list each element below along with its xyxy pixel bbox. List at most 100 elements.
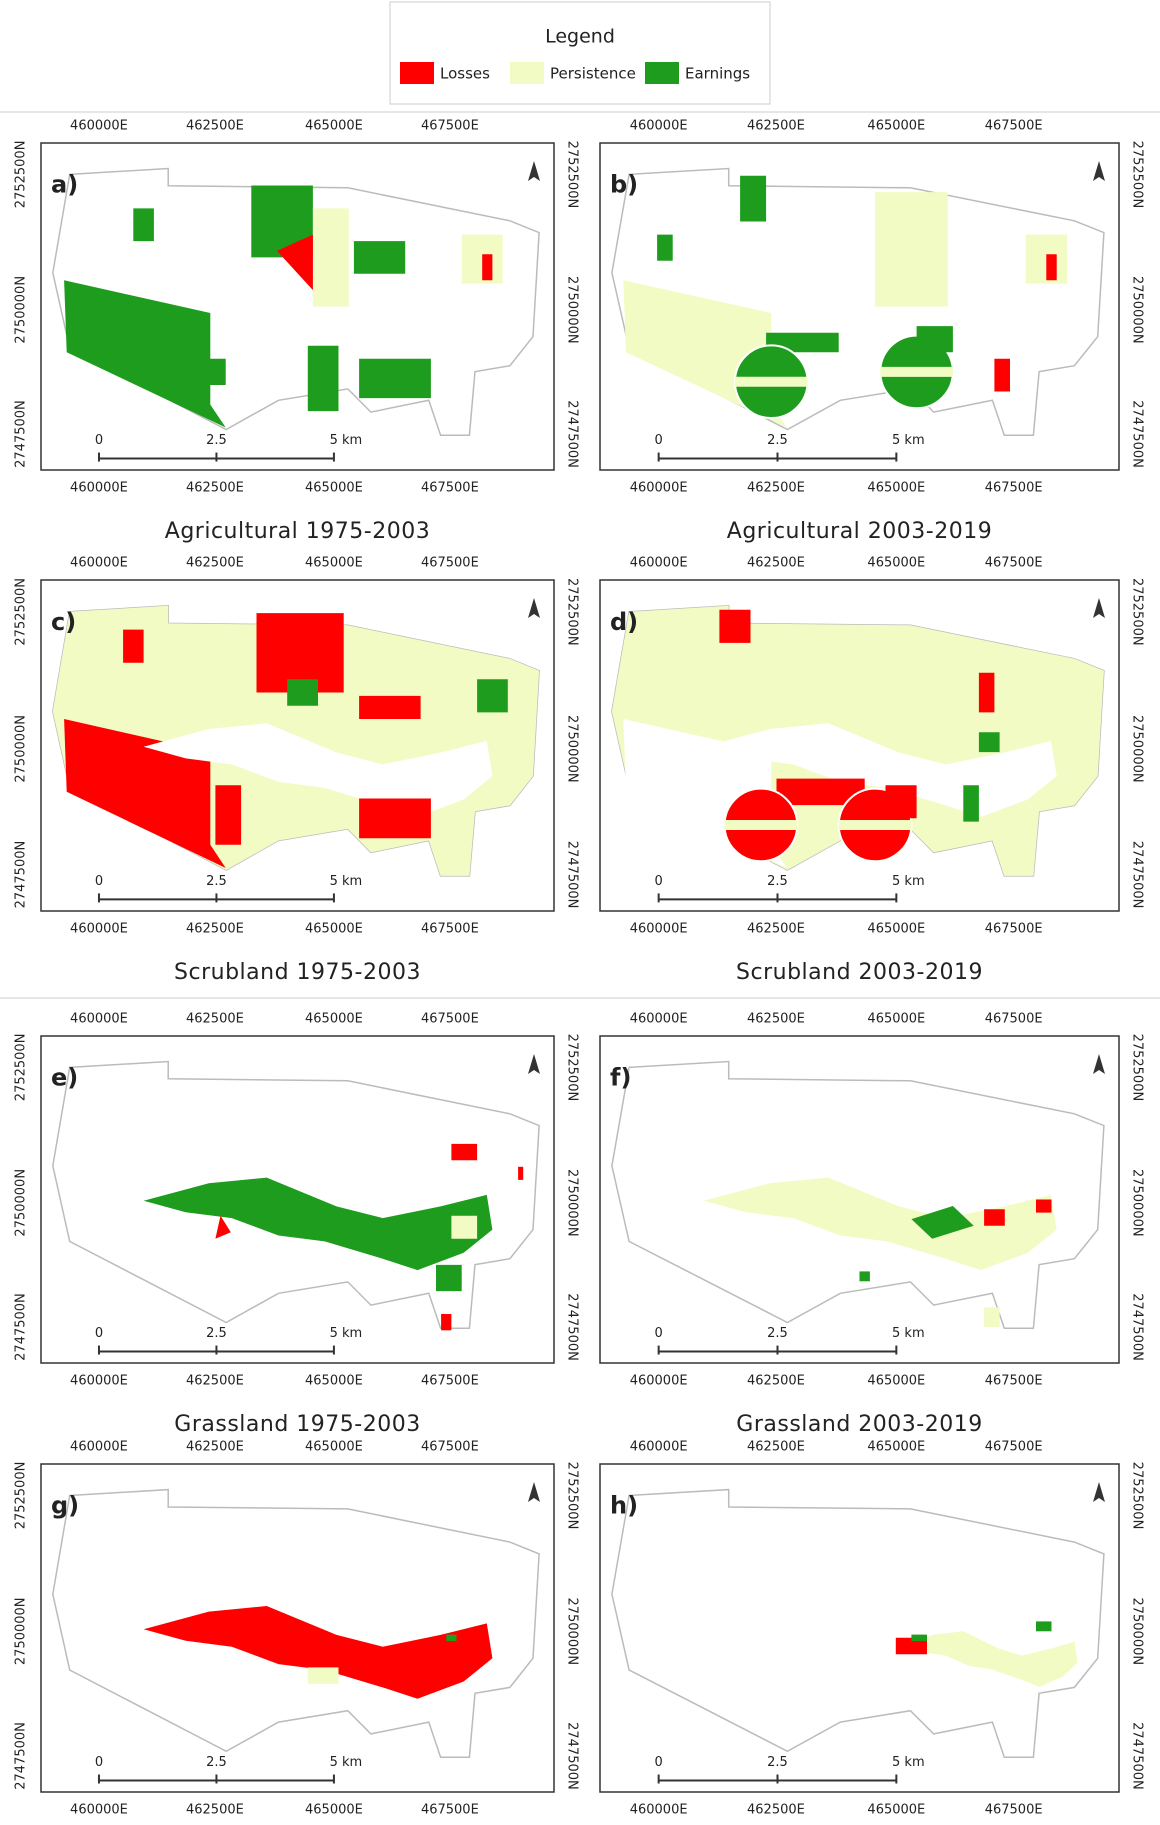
y-coord-label: 2747500N — [565, 400, 580, 468]
x-coord-label: 465000E — [867, 1803, 925, 1818]
land-patch — [886, 785, 917, 818]
land-patch — [740, 176, 766, 222]
scale-label: 5 km — [892, 433, 925, 448]
panel-letter: c) — [51, 608, 76, 636]
x-coord-label: 462500E — [747, 1374, 805, 1389]
map-panel: a)460000E460000E462500E462500E465000E465… — [14, 119, 580, 545]
scale-label: 2.5 — [206, 433, 227, 448]
x-coord-label: 460000E — [630, 1440, 688, 1455]
y-coord-label: 2750000N — [1130, 1169, 1145, 1237]
x-coord-label: 465000E — [867, 1440, 925, 1455]
x-coord-label: 465000E — [867, 119, 925, 134]
scale-label: 5 km — [892, 874, 925, 889]
x-coord-label: 465000E — [305, 1803, 363, 1818]
x-coord-label: 462500E — [747, 1440, 805, 1455]
y-coord-label: 2747500N — [14, 1293, 29, 1361]
land-patch — [441, 1314, 451, 1330]
scale-label: 5 km — [892, 1755, 925, 1770]
y-coord-label: 2752500N — [565, 1034, 580, 1102]
map-panel: b)460000E460000E462500E462500E465000E465… — [600, 119, 1145, 545]
y-coord-label: 2752500N — [1130, 1034, 1145, 1102]
y-coord-label: 2750000N — [1130, 1597, 1145, 1665]
north-arrow — [528, 1054, 540, 1074]
y-coord-label: 2752500N — [1130, 1462, 1145, 1530]
x-coord-label: 467500E — [985, 481, 1043, 496]
x-coord-label: 467500E — [421, 922, 479, 937]
x-coord-label: 460000E — [70, 1440, 128, 1455]
scale-label: 2.5 — [206, 1326, 227, 1341]
land-patch — [979, 732, 1000, 752]
north-arrow — [1093, 598, 1105, 618]
x-coord-label: 462500E — [747, 119, 805, 134]
scale-label: 5 km — [330, 1326, 363, 1341]
x-coord-label: 462500E — [186, 1803, 244, 1818]
land-patch — [205, 359, 226, 385]
scale-label: 2.5 — [767, 1755, 788, 1770]
x-coord-label: 462500E — [186, 119, 244, 134]
panel-caption: Scrubland 1975-2003 — [174, 960, 421, 985]
x-coord-label: 462500E — [747, 556, 805, 571]
scale-label: 0 — [95, 433, 103, 448]
y-coord-label: 2750000N — [14, 1597, 29, 1665]
x-coord-label: 467500E — [421, 1012, 479, 1027]
x-coord-label: 460000E — [70, 556, 128, 571]
x-coord-label: 460000E — [630, 556, 688, 571]
y-coord-label: 2747500N — [565, 1722, 580, 1790]
x-coord-label: 467500E — [421, 556, 479, 571]
y-coord-label: 2750000N — [1130, 715, 1145, 783]
land-patch — [875, 192, 948, 306]
y-coord-label: 2750000N — [14, 1169, 29, 1237]
legend-swatch — [510, 62, 544, 84]
x-coord-label: 467500E — [985, 1012, 1043, 1027]
land-patch — [1036, 1621, 1052, 1631]
x-coord-label: 460000E — [630, 1803, 688, 1818]
panel-caption: Grassland 2003-2019 — [736, 1412, 982, 1437]
study-area — [612, 1490, 1104, 1758]
north-arrow — [1093, 161, 1105, 181]
page: Legend LossesPersistenceEarningsa)460000… — [0, 0, 1160, 1825]
y-coord-label: 2747500N — [14, 841, 29, 909]
x-coord-label: 462500E — [186, 481, 244, 496]
north-arrow — [1093, 1054, 1105, 1074]
y-coord-label: 2747500N — [1130, 1293, 1145, 1361]
land-patch — [984, 1209, 1005, 1225]
land-patch — [482, 254, 492, 280]
y-coord-label: 2747500N — [14, 400, 29, 468]
x-coord-label: 460000E — [70, 1012, 128, 1027]
land-patch — [984, 1307, 1000, 1327]
x-coord-label: 465000E — [867, 1012, 925, 1027]
x-coord-label: 465000E — [305, 922, 363, 937]
y-coord-label: 2750000N — [565, 276, 580, 344]
legend-title: Legend — [545, 26, 615, 48]
land-patch — [287, 679, 318, 706]
x-coord-label: 462500E — [747, 481, 805, 496]
x-coord-label: 460000E — [630, 1374, 688, 1389]
land-patch — [123, 630, 144, 663]
x-coord-label: 465000E — [305, 1374, 363, 1389]
land-patch — [719, 610, 750, 643]
x-coord-label: 467500E — [985, 922, 1043, 937]
x-coord-label: 460000E — [70, 922, 128, 937]
x-coord-label: 467500E — [985, 1803, 1043, 1818]
x-coord-label: 467500E — [421, 1803, 479, 1818]
map-panel: h)460000E460000E462500E462500E465000E465… — [600, 1440, 1145, 1818]
x-coord-label: 462500E — [186, 1440, 244, 1455]
y-coord-label: 2752500N — [14, 578, 29, 646]
x-coord-label: 465000E — [305, 481, 363, 496]
land-patch — [133, 208, 154, 241]
panel-letter: f) — [610, 1064, 631, 1092]
north-arrow — [528, 161, 540, 181]
x-coord-label: 460000E — [70, 1374, 128, 1389]
scale-label: 5 km — [330, 1755, 363, 1770]
y-coord-label: 2750000N — [14, 276, 29, 344]
land-patch — [215, 785, 241, 845]
x-coord-label: 465000E — [867, 481, 925, 496]
x-coord-label: 467500E — [421, 1440, 479, 1455]
land-patch — [994, 359, 1010, 392]
land-patch — [963, 785, 979, 821]
x-coord-label: 467500E — [985, 119, 1043, 134]
y-coord-label: 2752500N — [1130, 141, 1145, 209]
x-coord-label: 467500E — [985, 1440, 1043, 1455]
map-panel: g)460000E460000E462500E462500E465000E465… — [14, 1440, 580, 1818]
land-patch — [359, 696, 421, 719]
